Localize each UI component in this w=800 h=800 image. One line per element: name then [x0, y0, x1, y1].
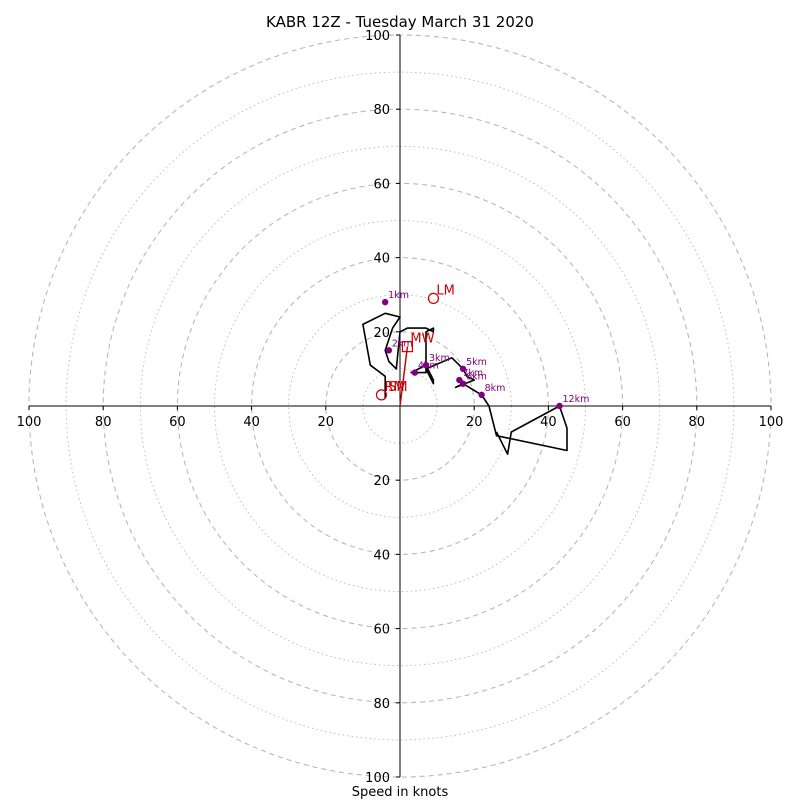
x-axis-label: Speed in knots [352, 785, 449, 800]
tick-labels: 100 80 60 40 20 20 40 60 80 100 100 80 60 40 20 20 40 60 8… [17, 29, 784, 786]
mean-wind-square [401, 341, 414, 353]
height-marker-dot [385, 347, 393, 354]
x-tick-label: 80 [95, 415, 112, 430]
y-tick-label: 80 [373, 103, 390, 118]
y-tick-label: 20 [373, 326, 390, 341]
y-tick-label: 100 [365, 29, 390, 44]
height-marker-dot [456, 376, 463, 384]
x-tick-label: 20 [318, 415, 335, 430]
height-marker-label: 5km [466, 357, 487, 368]
x-tick-label: 40 [540, 415, 557, 430]
x-tick-label: 40 [243, 415, 260, 430]
x-tick-label: 100 [17, 415, 42, 430]
storm-motion-label: LM [436, 283, 454, 298]
height-marker-label: 1km [388, 290, 409, 301]
y-tick-label: 100 [365, 771, 390, 786]
x-tick-label: 60 [614, 415, 631, 430]
chart-title: KABR 12Z - Tuesday March 31 2020 [266, 13, 534, 31]
height-marker-label: 8km [485, 383, 506, 394]
height-marker-dot [478, 391, 485, 399]
storm-motion-label: MW [410, 332, 434, 347]
y-tick-label: 80 [373, 697, 390, 712]
height-marker-dot [411, 369, 419, 376]
storm-motion-label: RM [384, 380, 404, 395]
x-tick-label: 20 [466, 415, 483, 430]
height-marker-dot [459, 365, 467, 373]
storm-motion-circle [427, 292, 439, 305]
height-marker-dot [381, 298, 389, 306]
height-marker-label: 12km [563, 394, 590, 405]
y-tick-label: 40 [373, 548, 390, 563]
y-tick-label: 20 [373, 474, 390, 489]
y-tick-label: 40 [373, 252, 390, 267]
height-marker-label: 6km [466, 372, 487, 383]
hodograph-line [362, 312, 568, 456]
storm-motion-label: SM [388, 380, 407, 395]
height-marker-dot [556, 402, 563, 410]
height-marker-label: 3km [429, 353, 450, 364]
height-marker-label: 4km [418, 361, 439, 372]
y-tick-label: 60 [373, 177, 390, 192]
storm-motion-circle [375, 389, 388, 401]
y-tick-label: 60 [373, 623, 390, 638]
x-tick-label: 80 [689, 415, 706, 430]
hodograph-trace [362, 312, 568, 456]
height-marker-label: 7km [462, 368, 483, 379]
x-tick-label: 100 [759, 415, 784, 430]
x-tick-label: 60 [169, 415, 186, 430]
shear-vector [399, 346, 409, 407]
height-marker-dot [422, 361, 430, 369]
